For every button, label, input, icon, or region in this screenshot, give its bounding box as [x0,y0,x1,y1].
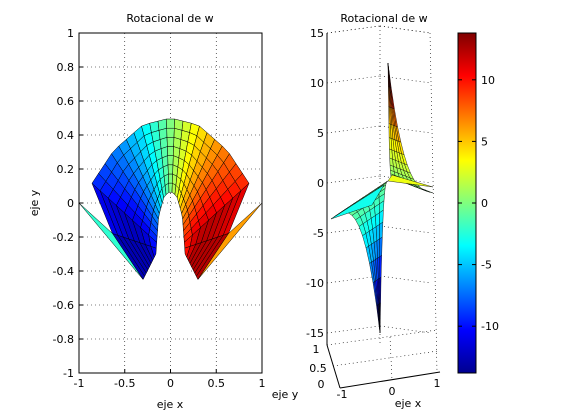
surface-cell [149,120,160,133]
surface-cell-negative [379,254,382,279]
surface-cell [168,182,173,193]
colorbar-tick-label: 5 [481,135,488,148]
grid-line-z [326,175,381,184]
left-ylabel: eje y [28,189,41,216]
surface-cell-negative [379,236,383,258]
surface-wing [387,174,434,188]
left-axes: -1 -0.5 0 0.5 1 -1 -0.8 -0.6 -0.4 -0.2 0 0.2 0.4 0.6 0… [28,12,266,411]
right-surface [330,62,434,334]
surface-cell [167,164,174,175]
surface-cell-negative [376,238,380,259]
surface-cell-negative [379,302,381,334]
surface-cell-negative [375,224,380,242]
surface-cell-negative [379,276,382,304]
left-xlabel: eje x [157,398,184,411]
colorbar: -10 -5 0 5 10 [457,32,499,374]
y-tick-label: 0 [67,197,74,210]
surface-cell-positive [387,62,392,88]
colorbar-ticks: -10 -5 0 5 10 [458,74,499,333]
y-tick-label: 0.2 [57,163,75,176]
grid-line-z [379,175,432,184]
grid-floor [332,350,439,367]
surface-cell [166,137,175,147]
z-tick-label: 0 [317,177,324,190]
grid-floor [389,336,393,381]
y-tick-label: 0.8 [57,61,75,74]
grid-line-z [326,325,381,334]
x-tick-label: -1 [74,377,85,390]
left-title: Rotacional de w [126,12,213,25]
grid-line-top [379,25,431,34]
surface-cell [174,118,184,131]
surface-cell [166,127,175,138]
y-tick-label: -0.6 [53,299,74,312]
surface-cell [157,118,167,131]
y-tick-label: 0 [318,378,325,391]
grid-line-z [379,25,432,34]
grid-line-z-back [429,32,438,373]
surface-cell-negative [379,221,384,240]
x-tick-label: 0 [167,377,174,390]
grid-line-z [326,275,381,284]
z-tick-label: -15 [306,327,324,340]
y-tick-label: 0.6 [57,95,75,108]
grid-line-z [326,125,381,134]
y-tick-label: 0.5 [309,362,327,375]
right-xlabel: eje x [395,397,422,410]
right-title: Rotacional de w [340,12,427,25]
left-surface [78,118,263,280]
grid-line-z [379,75,432,84]
z-tick-label: 5 [317,127,324,140]
grid-line-z [379,325,432,334]
x-tick-label: 0 [389,385,396,398]
surface-wing [330,184,385,220]
grid-line-z [379,125,432,134]
right-ylabel: eje y [272,388,299,401]
z-tick-label: 10 [310,77,324,90]
y-tick-label: -1 [63,367,74,380]
y-axis-line [326,344,341,389]
x-tick-label: 0.5 [208,377,226,390]
surface-cell [166,118,175,129]
right-3d-box [326,25,441,389]
y-tick-label: -0.4 [53,265,74,278]
left-ticks: -1 -0.5 0 0.5 1 -1 -0.8 -0.6 -0.4 -0.2 0 0.2 0.4 0.6 0… [53,27,266,390]
colorbar-tick-label: -5 [481,259,492,272]
colorbar-tick-label: 10 [481,74,495,87]
surface-edge-cell [197,202,263,280]
colorbar-tick-label: 0 [481,197,488,210]
grid-line-z [326,75,381,84]
grid-line-z [379,275,432,284]
x-tick-label: -1 [337,388,348,401]
surface-cell [167,155,174,166]
x-tick-label: 1 [259,377,266,390]
z-tick-label: -10 [306,277,324,290]
grid-line-z [326,25,381,34]
surface-cell [168,173,173,184]
surface-edge-cell [78,202,144,280]
surface-cell [167,146,174,156]
x-tick-label: 1 [434,377,441,390]
y-tick-label: 0.4 [57,129,75,142]
y-tick-label: 1 [313,343,320,356]
y-tick-label: -0.2 [53,231,74,244]
colorbar-tick-label: -10 [481,320,499,333]
z-tick-label: 15 [310,27,324,40]
z-tick-label: -5 [313,227,324,240]
y-tick-label: -0.8 [53,333,74,346]
grid-line-z [379,225,432,234]
y-tick-label: 1 [67,27,74,40]
x-tick-label: -0.5 [114,377,135,390]
x-axis-line [339,371,441,389]
grid-floor [326,329,438,346]
